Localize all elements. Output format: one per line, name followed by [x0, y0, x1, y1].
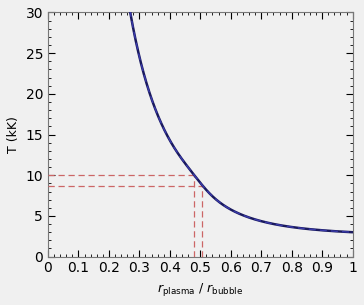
Y-axis label: T (kK): T (kK) — [7, 116, 20, 153]
X-axis label: $r_\mathrm{plasma}$ / $r_\mathrm{bubble}$: $r_\mathrm{plasma}$ / $r_\mathrm{bubble}… — [157, 281, 244, 298]
